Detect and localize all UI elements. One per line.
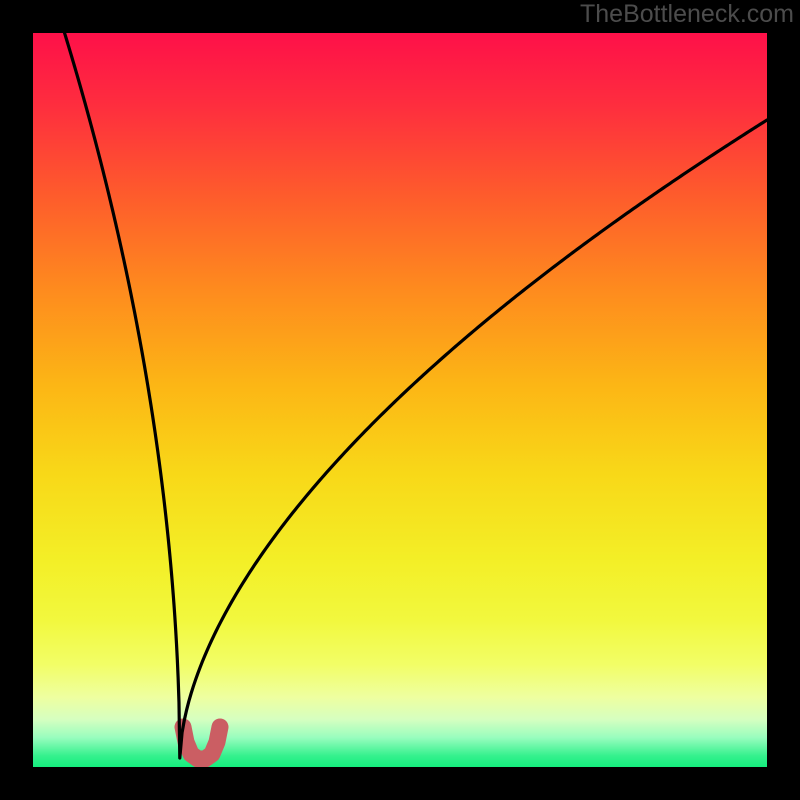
watermark-label: TheBottleneck.com [580,0,794,29]
bottleneck-curve [65,33,767,758]
chart-root: TheBottleneck.com [0,0,800,800]
cusp-bottom-marker [183,727,220,759]
curve-layer [0,0,800,800]
